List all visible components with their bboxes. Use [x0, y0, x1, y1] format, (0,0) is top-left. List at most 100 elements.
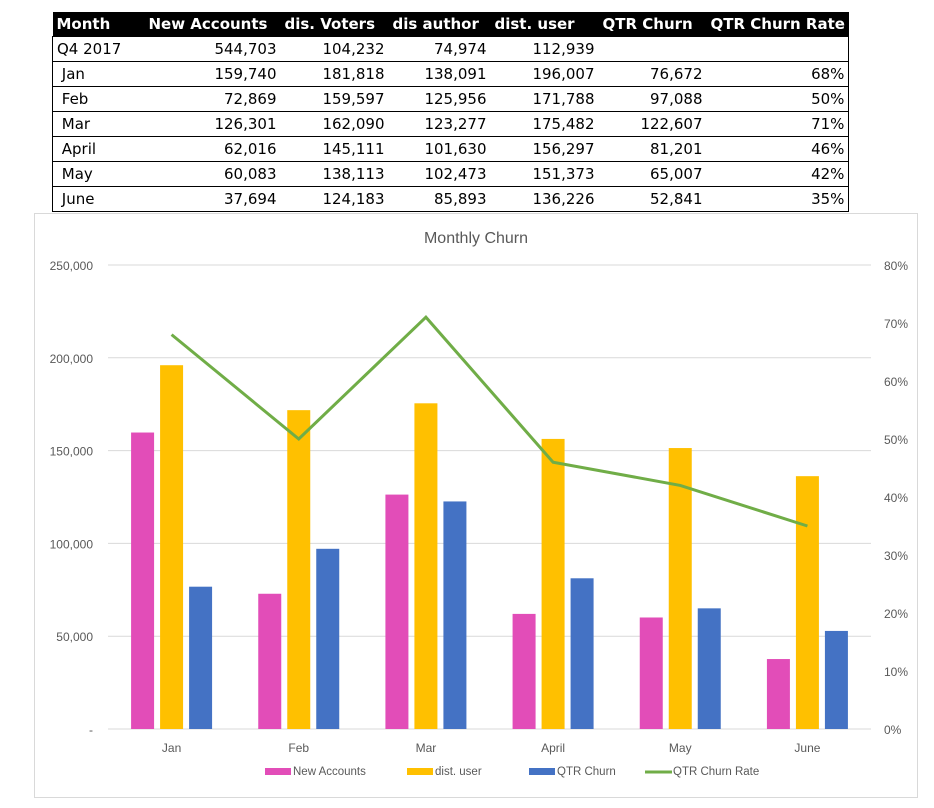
legend-label: QTR Churn Rate: [673, 766, 759, 778]
table-cell[interactable]: 126,301: [144, 111, 281, 137]
table-cell[interactable]: 145,111: [280, 136, 389, 162]
table-cell[interactable]: 196,007: [490, 61, 599, 87]
y-left-tick-label: 150,000: [50, 445, 94, 459]
legend-swatch: [529, 768, 555, 775]
bar-dist-user: [414, 403, 438, 729]
table-cell[interactable]: 112,939: [490, 36, 599, 62]
column-header[interactable]: QTR Churn Rate: [706, 12, 849, 37]
table-row: Mar 126,301 162,090 123,277 175,482 122,607 71…: [52, 111, 850, 137]
gridlines: [108, 264, 871, 730]
column-header[interactable]: dis author: [388, 12, 491, 37]
legend-label: New Accounts: [293, 766, 366, 778]
column-header[interactable]: dist. user: [490, 12, 599, 37]
table-cell[interactable]: 104,232: [280, 36, 389, 62]
table-cell[interactable]: Feb: [52, 86, 145, 112]
table-cell[interactable]: 68%: [706, 61, 850, 87]
y-right-tick-label: 30%: [884, 549, 908, 563]
table-cell[interactable]: 50%: [706, 86, 850, 112]
data-table: Month New Accounts dis. Voters dis author di…: [52, 12, 850, 212]
y-right-tick-label: 70%: [884, 317, 908, 331]
monthly-churn-chart: Monthly Churn - 50,000 100,000 150,000 200,0…: [50, 230, 909, 778]
chart-frame[interactable]: Monthly Churn - 50,000 100,000 150,000 200,0…: [34, 213, 918, 798]
table-cell[interactable]: 76,672: [598, 61, 707, 87]
bar-qtr-churn: [189, 586, 213, 729]
table-cell[interactable]: 102,473: [388, 161, 491, 187]
table-header-row: Month New Accounts dis. Voters dis author di…: [52, 12, 849, 37]
table-cell[interactable]: Jan: [52, 61, 145, 87]
table-cell[interactable]: 159,597: [280, 86, 389, 112]
column-header[interactable]: New Accounts: [144, 12, 281, 37]
table-cell[interactable]: 175,482: [490, 111, 599, 137]
table-cell[interactable]: 162,090: [280, 111, 389, 137]
y-right-tick-label: 80%: [884, 259, 908, 273]
table-cell[interactable]: 122,607: [598, 111, 707, 137]
legend-swatch: [265, 768, 291, 775]
table-row: Q4 2017 544,703 104,232 74,974 112,939: [52, 36, 850, 62]
table-cell[interactable]: 138,091: [388, 61, 491, 87]
bar-qtr-churn: [443, 501, 467, 729]
table-cell[interactable]: 72,869: [144, 86, 281, 112]
table-cell[interactable]: 544,703: [144, 36, 281, 62]
table-row: May 60,083 138,113 102,473 151,373 65,007 42%: [52, 161, 850, 187]
table-cell[interactable]: 181,818: [280, 61, 389, 87]
table-cell[interactable]: 52,841: [598, 186, 707, 212]
table-cell[interactable]: 85,893: [388, 186, 491, 212]
table-cell[interactable]: 37,694: [144, 186, 281, 212]
y-right-tick-label: 0%: [884, 723, 902, 737]
table-cell[interactable]: 74,974: [388, 36, 491, 62]
x-tick-label: Mar: [416, 741, 437, 755]
y-right-tick-label: 40%: [884, 491, 908, 505]
table-cell[interactable]: 60,083: [144, 161, 281, 187]
table-cell[interactable]: 151,373: [490, 161, 599, 187]
table-cell[interactable]: 156,297: [490, 136, 599, 162]
table-cell[interactable]: 62,016: [144, 136, 281, 162]
legend-label: dist. user: [435, 766, 482, 778]
bar-new-accounts: [385, 494, 409, 729]
table-cell[interactable]: May: [52, 161, 145, 187]
table-cell[interactable]: 136,226: [490, 186, 599, 212]
table-cell[interactable]: 101,630: [388, 136, 491, 162]
table-row: Jan 159,740 181,818 138,091 196,007 76,672 68%: [52, 61, 850, 87]
bar-new-accounts: [639, 617, 663, 729]
table-cell[interactable]: 42%: [706, 161, 850, 187]
column-header[interactable]: QTR Churn: [598, 12, 707, 37]
y-right-tick-label: 60%: [884, 375, 908, 389]
table-cell[interactable]: 71%: [706, 111, 850, 137]
bar-new-accounts: [131, 432, 155, 729]
line-qtr-churn-rate: [170, 315, 808, 528]
table-cell[interactable]: [706, 36, 850, 62]
table-cell[interactable]: 138,113: [280, 161, 389, 187]
table-cell[interactable]: 46%: [706, 136, 850, 162]
bar-qtr-churn: [316, 548, 340, 729]
y-axis-right: 0% 10% 20% 30% 40% 50% 60% 70% 80%: [884, 259, 908, 737]
table-cell[interactable]: [598, 36, 707, 62]
x-tick-label: June: [794, 741, 820, 755]
x-axis: Jan Feb Mar April May June: [162, 741, 821, 755]
table-cell[interactable]: 65,007: [598, 161, 707, 187]
table-cell[interactable]: 171,788: [490, 86, 599, 112]
table-row: June 37,694 124,183 85,893 136,226 52,841 35%: [52, 186, 850, 212]
column-header[interactable]: dis. Voters: [280, 12, 389, 37]
y-left-tick-label: 50,000: [56, 630, 93, 644]
y-left-tick-label: 100,000: [50, 537, 94, 551]
table-cell[interactable]: April: [52, 136, 145, 162]
table-cell[interactable]: June: [52, 186, 145, 212]
table-cell[interactable]: 159,740: [144, 61, 281, 87]
bar-dist-user: [668, 448, 692, 729]
x-tick-label: May: [669, 741, 692, 755]
table-cell[interactable]: Mar: [52, 111, 145, 137]
table-cell[interactable]: 35%: [706, 186, 850, 212]
column-header[interactable]: Month: [52, 12, 145, 37]
bar-dist-user: [541, 438, 565, 729]
legend: New Accounts dist. user QTR Churn QTR Churn…: [265, 766, 759, 778]
bar-dist-user: [795, 476, 819, 729]
table-cell[interactable]: 81,201: [598, 136, 707, 162]
table-cell[interactable]: Q4 2017: [52, 36, 145, 62]
table-body: Q4 2017 544,703 104,232 74,974 112,939 Jan 15…: [52, 36, 850, 212]
table-cell[interactable]: 124,183: [280, 186, 389, 212]
bar-dist-user: [287, 410, 311, 729]
table-cell[interactable]: 97,088: [598, 86, 707, 112]
legend-swatch: [407, 768, 433, 775]
table-cell[interactable]: 123,277: [388, 111, 491, 137]
table-cell[interactable]: 125,956: [388, 86, 491, 112]
